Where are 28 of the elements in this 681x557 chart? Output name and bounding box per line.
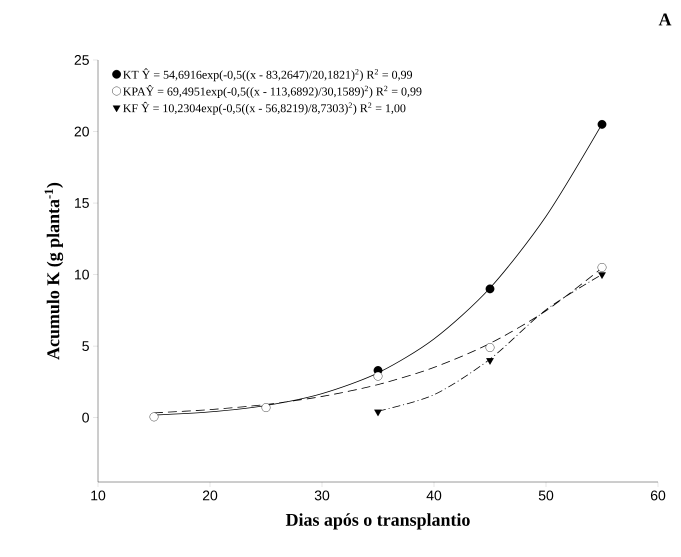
point: [486, 358, 494, 365]
point: [486, 343, 494, 352]
y-tick-label: 25: [74, 55, 89, 65]
point: [598, 263, 606, 272]
x-tick-label: 30: [314, 490, 330, 500]
x-tick-label: 60: [650, 490, 666, 500]
y-tick-label: 20: [74, 126, 89, 136]
y-tick-label: 15: [75, 198, 89, 208]
legend-label: KT Ŷ = 54,6916exp(-0,5((x - 83,2647)/20,1821)$^{2}$) R$^{2}$ = 0,99: [123, 68, 412, 82]
legend-label: KPAŶ = 69,4951exp(-0,5((x - 113,6892)/30,1589)$^{2}$) R$^{2}$ = 0,99: [123, 85, 422, 98]
y-tick-label: 5: [82, 341, 89, 351]
point: [598, 272, 606, 279]
legend-label: KF Ŷ = 10,2304exp(-0,5((x - 56,8219)/8,7303)$^{2}$) R$^{2}$ = 1,00: [123, 102, 406, 115]
point: [262, 403, 270, 412]
point: [150, 412, 158, 422]
x-tick-label: 20: [202, 490, 218, 500]
x-tick-label: 50: [538, 490, 554, 500]
y-tick-label: 0: [82, 412, 89, 423]
point: [374, 410, 382, 416]
y-axis-title: Acumulo K (g planta$^{-1}$): [44, 182, 64, 360]
point: [374, 372, 382, 381]
x-tick-label: 40: [426, 490, 442, 500]
point: [598, 120, 606, 129]
y-tick-label: 10: [75, 270, 89, 280]
x-axis-title: Dias após o transplantio: [286, 513, 470, 530]
x-tick-label: 10: [91, 490, 106, 500]
point: [486, 284, 494, 294]
text: A: [658, 14, 672, 26]
